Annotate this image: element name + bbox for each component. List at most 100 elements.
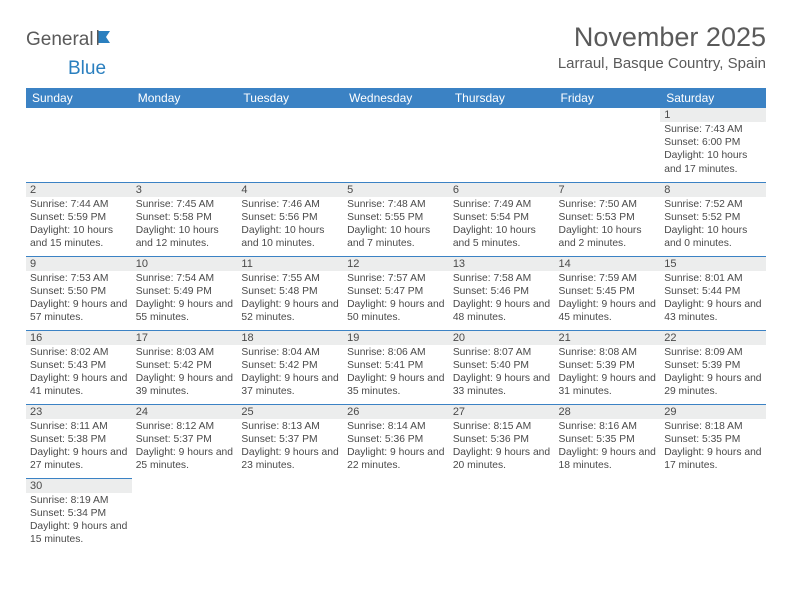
day-number: 26 [343,405,449,419]
day-number: 6 [449,183,555,197]
day-details: Sunrise: 7:49 AMSunset: 5:54 PMDaylight:… [449,197,555,253]
calendar-cell: 25Sunrise: 8:13 AMSunset: 5:37 PMDayligh… [237,404,343,478]
calendar-cell [449,478,555,552]
day-details: Sunrise: 8:14 AMSunset: 5:36 PMDaylight:… [343,419,449,475]
day-number: 3 [132,183,238,197]
day-details: Sunrise: 7:46 AMSunset: 5:56 PMDaylight:… [237,197,343,253]
day-number: 2 [26,183,132,197]
calendar-cell: 23Sunrise: 8:11 AMSunset: 5:38 PMDayligh… [26,404,132,478]
flag-icon [97,28,119,51]
logo: General [26,28,121,51]
day-number: 16 [26,331,132,345]
day-details: Sunrise: 8:18 AMSunset: 5:35 PMDaylight:… [660,419,766,475]
calendar-cell [237,478,343,552]
calendar-cell [132,478,238,552]
col-wednesday: Wednesday [343,88,449,108]
calendar-cell: 18Sunrise: 8:04 AMSunset: 5:42 PMDayligh… [237,330,343,404]
day-number: 12 [343,257,449,271]
calendar-cell: 28Sunrise: 8:16 AMSunset: 5:35 PMDayligh… [555,404,661,478]
col-thursday: Thursday [449,88,555,108]
day-number: 28 [555,405,661,419]
day-details: Sunrise: 7:52 AMSunset: 5:52 PMDaylight:… [660,197,766,253]
calendar-cell [555,108,661,182]
day-details: Sunrise: 7:57 AMSunset: 5:47 PMDaylight:… [343,271,449,327]
day-number: 25 [237,405,343,419]
calendar-cell: 3Sunrise: 7:45 AMSunset: 5:58 PMDaylight… [132,182,238,256]
day-details: Sunrise: 8:19 AMSunset: 5:34 PMDaylight:… [26,493,132,549]
page: General November 2025 Larraul, Basque Co… [0,0,792,562]
day-details: Sunrise: 7:53 AMSunset: 5:50 PMDaylight:… [26,271,132,327]
calendar-cell: 6Sunrise: 7:49 AMSunset: 5:54 PMDaylight… [449,182,555,256]
logo-text-main: General [26,29,94,51]
calendar-cell: 16Sunrise: 8:02 AMSunset: 5:43 PMDayligh… [26,330,132,404]
calendar-cell: 1Sunrise: 7:43 AMSunset: 6:00 PMDaylight… [660,108,766,182]
calendar-week-row: 2Sunrise: 7:44 AMSunset: 5:59 PMDaylight… [26,182,766,256]
day-number: 29 [660,405,766,419]
day-number: 11 [237,257,343,271]
calendar-cell: 2Sunrise: 7:44 AMSunset: 5:59 PMDaylight… [26,182,132,256]
col-saturday: Saturday [660,88,766,108]
title-block: November 2025 Larraul, Basque Country, S… [558,22,766,72]
day-number: 23 [26,405,132,419]
day-number: 24 [132,405,238,419]
day-details: Sunrise: 8:06 AMSunset: 5:41 PMDaylight:… [343,345,449,401]
day-details: Sunrise: 7:44 AMSunset: 5:59 PMDaylight:… [26,197,132,253]
day-number: 17 [132,331,238,345]
day-number: 18 [237,331,343,345]
calendar-cell: 24Sunrise: 8:12 AMSunset: 5:37 PMDayligh… [132,404,238,478]
calendar-week-row: 1Sunrise: 7:43 AMSunset: 6:00 PMDaylight… [26,108,766,182]
calendar-week-row: 23Sunrise: 8:11 AMSunset: 5:38 PMDayligh… [26,404,766,478]
calendar-cell [26,108,132,182]
day-number: 7 [555,183,661,197]
day-details: Sunrise: 8:08 AMSunset: 5:39 PMDaylight:… [555,345,661,401]
calendar-cell: 5Sunrise: 7:48 AMSunset: 5:55 PMDaylight… [343,182,449,256]
calendar-cell [555,478,661,552]
day-number: 19 [343,331,449,345]
day-number: 13 [449,257,555,271]
calendar-cell: 26Sunrise: 8:14 AMSunset: 5:36 PMDayligh… [343,404,449,478]
calendar-cell: 20Sunrise: 8:07 AMSunset: 5:40 PMDayligh… [449,330,555,404]
calendar-cell: 9Sunrise: 7:53 AMSunset: 5:50 PMDaylight… [26,256,132,330]
day-details: Sunrise: 8:16 AMSunset: 5:35 PMDaylight:… [555,419,661,475]
calendar-cell: 17Sunrise: 8:03 AMSunset: 5:42 PMDayligh… [132,330,238,404]
day-number: 9 [26,257,132,271]
calendar-cell: 15Sunrise: 8:01 AMSunset: 5:44 PMDayligh… [660,256,766,330]
calendar-cell [449,108,555,182]
day-number: 4 [237,183,343,197]
day-number: 14 [555,257,661,271]
calendar-cell: 10Sunrise: 7:54 AMSunset: 5:49 PMDayligh… [132,256,238,330]
day-details: Sunrise: 7:58 AMSunset: 5:46 PMDaylight:… [449,271,555,327]
day-details: Sunrise: 8:12 AMSunset: 5:37 PMDaylight:… [132,419,238,475]
day-details: Sunrise: 7:55 AMSunset: 5:48 PMDaylight:… [237,271,343,327]
calendar-cell: 4Sunrise: 7:46 AMSunset: 5:56 PMDaylight… [237,182,343,256]
col-sunday: Sunday [26,88,132,108]
day-details: Sunrise: 8:11 AMSunset: 5:38 PMDaylight:… [26,419,132,475]
calendar-week-row: 16Sunrise: 8:02 AMSunset: 5:43 PMDayligh… [26,330,766,404]
calendar-cell: 7Sunrise: 7:50 AMSunset: 5:53 PMDaylight… [555,182,661,256]
calendar-cell [343,108,449,182]
day-number: 5 [343,183,449,197]
calendar-cell: 12Sunrise: 7:57 AMSunset: 5:47 PMDayligh… [343,256,449,330]
day-details: Sunrise: 7:50 AMSunset: 5:53 PMDaylight:… [555,197,661,253]
logo-text-sub: Blue [68,58,106,79]
day-number: 21 [555,331,661,345]
calendar-week-row: 30Sunrise: 8:19 AMSunset: 5:34 PMDayligh… [26,478,766,552]
calendar-cell: 8Sunrise: 7:52 AMSunset: 5:52 PMDaylight… [660,182,766,256]
calendar-cell [132,108,238,182]
calendar-cell [660,478,766,552]
calendar-cell [237,108,343,182]
calendar-cell: 21Sunrise: 8:08 AMSunset: 5:39 PMDayligh… [555,330,661,404]
calendar-cell: 19Sunrise: 8:06 AMSunset: 5:41 PMDayligh… [343,330,449,404]
calendar-cell [343,478,449,552]
day-number: 22 [660,331,766,345]
calendar-cell: 22Sunrise: 8:09 AMSunset: 5:39 PMDayligh… [660,330,766,404]
day-details: Sunrise: 7:45 AMSunset: 5:58 PMDaylight:… [132,197,238,253]
calendar-cell: 30Sunrise: 8:19 AMSunset: 5:34 PMDayligh… [26,478,132,552]
calendar-cell: 13Sunrise: 7:58 AMSunset: 5:46 PMDayligh… [449,256,555,330]
day-number: 30 [26,479,132,493]
calendar-table: Sunday Monday Tuesday Wednesday Thursday… [26,88,766,552]
day-details: Sunrise: 8:09 AMSunset: 5:39 PMDaylight:… [660,345,766,401]
col-tuesday: Tuesday [237,88,343,108]
day-number: 15 [660,257,766,271]
header-days-row: Sunday Monday Tuesday Wednesday Thursday… [26,88,766,108]
